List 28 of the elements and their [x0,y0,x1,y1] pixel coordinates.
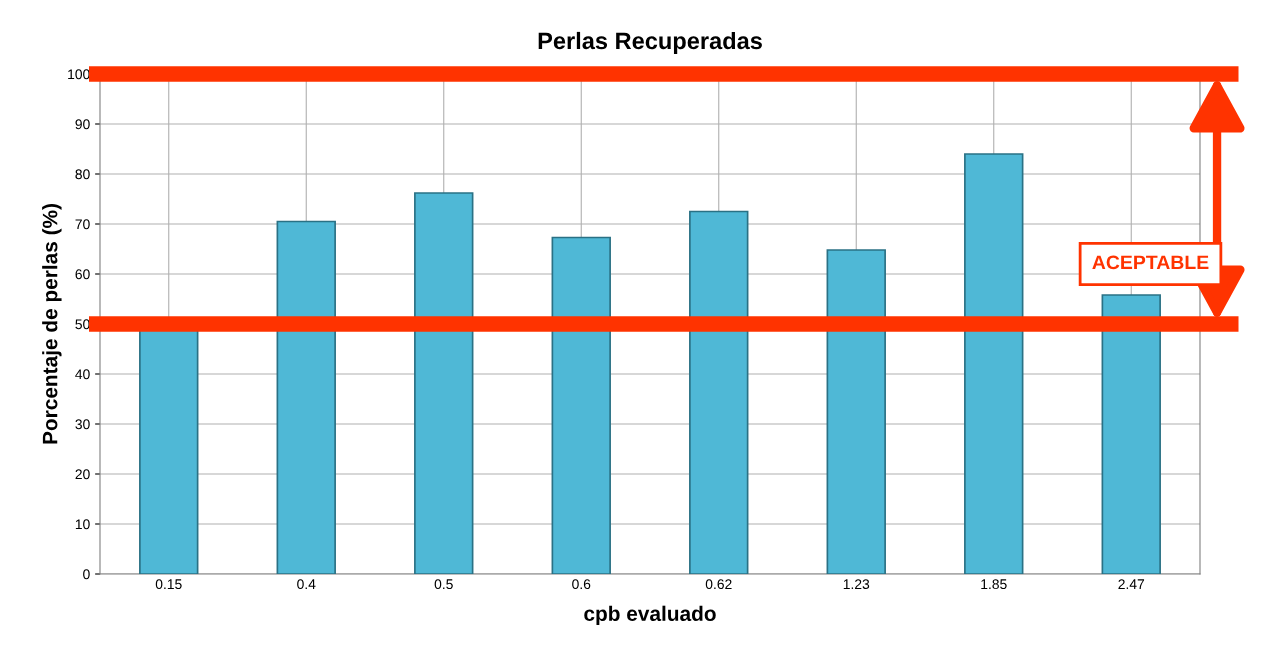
chart-title: Perlas Recuperadas [538,31,762,54]
x-tick-label: 0.15 [155,579,182,590]
x-tick-label: 0.5 [434,579,453,590]
y-tick-label: 0 [83,569,90,580]
bar [964,153,1024,574]
y-axis-title: Porcentaje de perlas (%) [42,204,62,444]
y-tick-label: 90 [75,119,90,130]
bar [551,236,611,574]
bar [689,210,749,574]
bar [414,192,474,574]
x-tick-label: 0.4 [297,579,316,590]
bar [1101,294,1161,574]
y-tick-label: 80 [75,169,90,180]
y-tick-label: 60 [75,269,90,280]
x-tick-label: 1.23 [843,579,870,590]
annotation: ACEPTABLE [1092,255,1209,270]
x-tick-label: 1.85 [981,579,1007,590]
x-axis-title: cpb evaluado [584,605,716,626]
y-tick-label: 10 [75,519,90,530]
y-tick-label: 20 [75,469,90,480]
bar [826,249,886,574]
x-tick-label: 0.6 [572,579,591,590]
y-tick-label: 70 [75,219,90,230]
x-tick-label: 0.62 [705,579,732,590]
y-tick-label: 30 [75,419,90,430]
bar [276,220,336,574]
x-tick-label: 2.47 [1118,579,1145,589]
y-tick-label: 40 [75,369,90,380]
